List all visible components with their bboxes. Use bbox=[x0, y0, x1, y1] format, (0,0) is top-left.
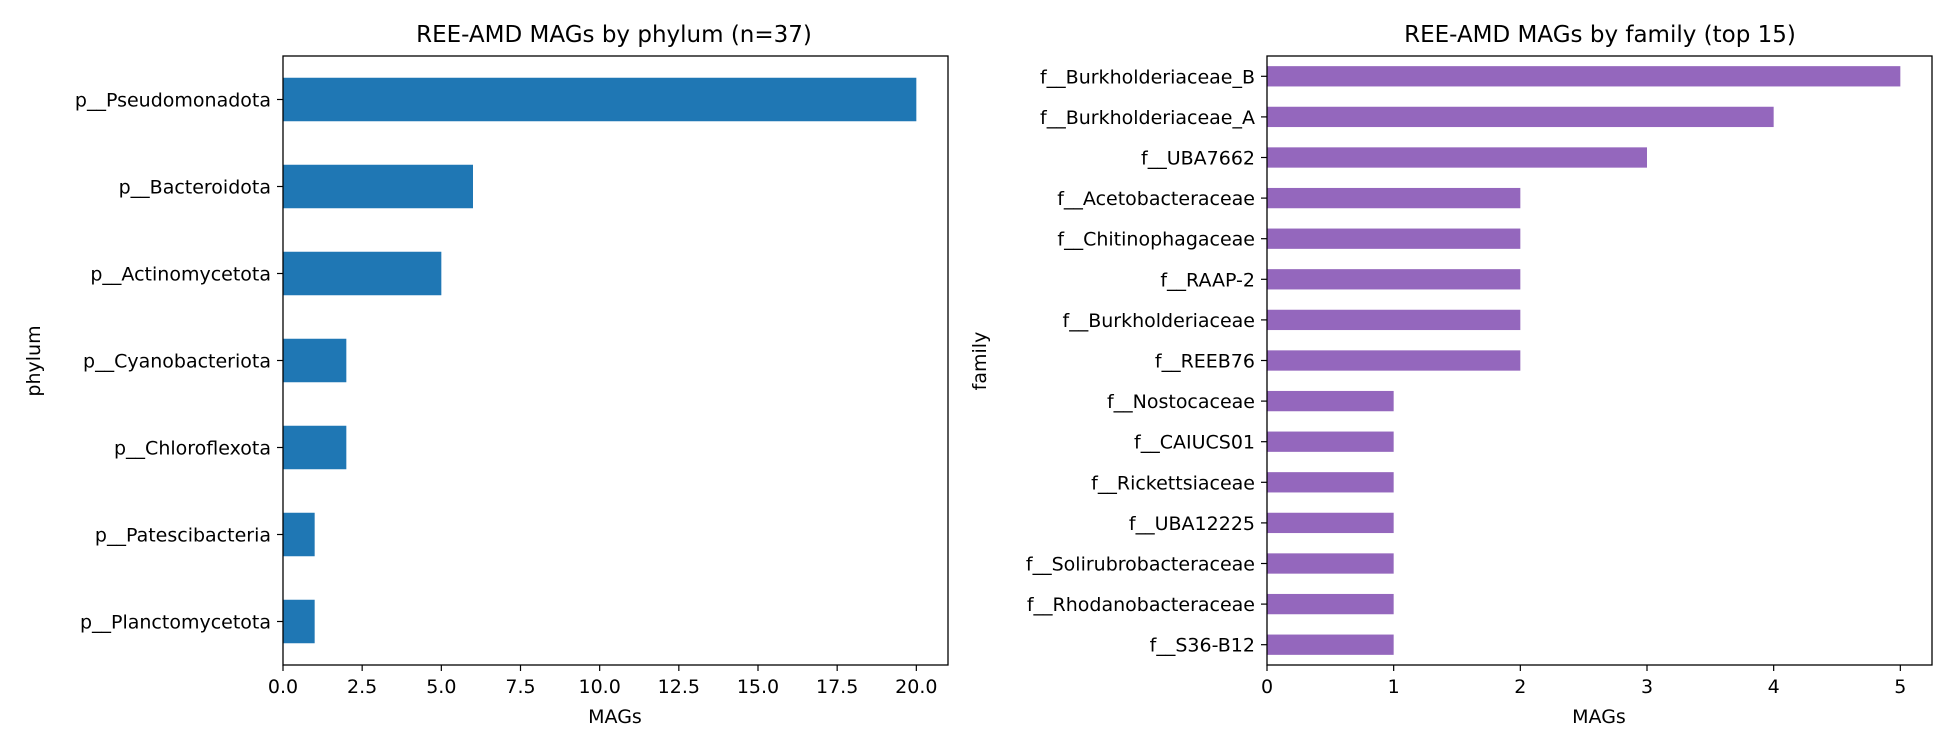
family-y-tick-label: f__Acetobacteraceae bbox=[1057, 188, 1255, 210]
family-bar-f-reeb76 bbox=[1267, 350, 1521, 371]
family-bar-f-acetobacteraceae bbox=[1267, 187, 1521, 209]
phylum-x-tick-label: 10.0 bbox=[579, 676, 621, 698]
family-x-axis-label: MAGs bbox=[1572, 706, 1626, 728]
family-bar-f-caiucs01 bbox=[1267, 431, 1394, 452]
family-bar-f-uba12225 bbox=[1267, 512, 1394, 534]
phylum-y-tick-label: p__Cyanobacteriota bbox=[83, 351, 271, 373]
family-bar-f-burkholderiaceae-a bbox=[1267, 106, 1774, 128]
family-y-tick-label: f__S36-B12 bbox=[1150, 635, 1255, 657]
phylum-y-tick-label: p__Actinomycetota bbox=[90, 264, 271, 286]
phylum-x-tick-label: 20.0 bbox=[895, 676, 937, 698]
family-y-tick-label: f__Nostocaceae bbox=[1107, 391, 1255, 413]
family-bar-f-rickettsiaceae bbox=[1267, 472, 1394, 493]
family-y-axis-label: family bbox=[969, 332, 991, 391]
family-bar-f-uba7662 bbox=[1267, 147, 1647, 168]
family-y-tick-label: f__Burkholderiaceae_B bbox=[1040, 66, 1255, 88]
family-y-tick-label: f__UBA7662 bbox=[1141, 148, 1255, 170]
family-bar-f-rhodanobacteraceae bbox=[1267, 593, 1394, 615]
family-bar-f-s36-b12 bbox=[1267, 634, 1394, 655]
phylum-y-tick-label: p__Planctomycetota bbox=[80, 612, 271, 634]
phylum-bars bbox=[283, 77, 917, 644]
family-bar-f-burkholderiaceae-b bbox=[1267, 66, 1901, 87]
phylum-y-axis-label: phylum bbox=[23, 325, 45, 396]
family-y-ticks: f__Burkholderiaceae_B f__Burkholderiaceae… bbox=[1026, 66, 1267, 657]
family-bar-f-nostocaceae bbox=[1267, 390, 1394, 412]
phylum-bar-p-patescibacteria bbox=[283, 512, 315, 557]
family-x-tick-label: 3 bbox=[1641, 676, 1653, 698]
phylum-bar-p-chloroflexota bbox=[283, 425, 347, 470]
family-bars bbox=[1267, 66, 1901, 655]
family-x-tick-label: 0 bbox=[1261, 676, 1273, 698]
phylum-y-tick-label: p__Pseudomonadota bbox=[75, 90, 271, 112]
phylum-x-tick-label: 15.0 bbox=[737, 676, 779, 698]
phylum-x-tick-label: 5.0 bbox=[426, 676, 456, 698]
family-y-tick-label: f__Burkholderiaceae bbox=[1063, 310, 1255, 332]
family-y-tick-label: f__RAAP-2 bbox=[1160, 269, 1255, 291]
phylum-bar-p-actinomycetota bbox=[283, 251, 442, 296]
phylum-y-tick-label: p__Chloroflexota bbox=[114, 438, 271, 460]
phylum-y-tick-label: p__Patescibacteria bbox=[95, 525, 271, 547]
family-y-tick-label: f__Rickettsiaceae bbox=[1091, 472, 1255, 494]
family-chart: REE-AMD MAGs by family (top 15) f__Burkh… bbox=[969, 22, 1933, 728]
phylum-bar-p-cyanobacteriota bbox=[283, 338, 347, 383]
phylum-chart: REE-AMD MAGs by phylum (n=37) p__Pseudom… bbox=[23, 22, 949, 728]
phylum-x-tick-label: 2.5 bbox=[347, 676, 377, 698]
family-x-tick-label: 1 bbox=[1388, 676, 1400, 698]
family-y-tick-label: f__Chitinophagaceae bbox=[1057, 229, 1255, 251]
family-y-tick-label: f__UBA12225 bbox=[1129, 513, 1255, 535]
family-x-tick-label: 5 bbox=[1894, 676, 1906, 698]
family-y-tick-label: f__Solirubrobacteraceae bbox=[1026, 554, 1255, 576]
family-bar-f-raap-2 bbox=[1267, 269, 1521, 290]
family-y-tick-label: f__Burkholderiaceae_A bbox=[1040, 107, 1255, 129]
family-x-tick-label: 2 bbox=[1514, 676, 1526, 698]
family-bar-f-solirubrobacteraceae bbox=[1267, 553, 1394, 574]
family-y-tick-label: f__REEB76 bbox=[1155, 351, 1255, 373]
phylum-x-tick-label: 12.5 bbox=[658, 676, 700, 698]
phylum-bar-p-pseudomonadota bbox=[283, 77, 917, 122]
family-y-tick-label: f__Rhodanobacteraceae bbox=[1027, 594, 1255, 616]
phylum-bar-p-bacteroidota bbox=[283, 164, 473, 209]
family-bar-f-burkholderiaceae bbox=[1267, 309, 1521, 331]
family-x-ticks: 0 1 2 3 4 5 bbox=[1261, 665, 1906, 698]
family-x-tick-label: 4 bbox=[1768, 676, 1780, 698]
phylum-x-ticks: 0.0 2.5 5.0 7.5 10.0 12.5 15.0 17.5 20.0 bbox=[268, 665, 937, 698]
phylum-x-tick-label: 0.0 bbox=[268, 676, 298, 698]
family-y-tick-label: f__CAIUCS01 bbox=[1134, 432, 1255, 454]
phylum-x-tick-label: 17.5 bbox=[816, 676, 858, 698]
family-chart-title: REE-AMD MAGs by family (top 15) bbox=[1404, 22, 1796, 48]
phylum-bar-p-planctomycetota bbox=[283, 599, 315, 644]
phylum-y-tick-label: p__Bacteroidota bbox=[119, 177, 271, 199]
family-bar-f-chitinophagaceae bbox=[1267, 228, 1521, 249]
phylum-y-ticks: p__Pseudomonadota p__Bacteroidota p__Actin… bbox=[75, 90, 283, 634]
phylum-x-tick-label: 7.5 bbox=[505, 676, 535, 698]
phylum-x-axis-label: MAGs bbox=[588, 706, 642, 728]
phylum-chart-title: REE-AMD MAGs by phylum (n=37) bbox=[416, 22, 812, 48]
